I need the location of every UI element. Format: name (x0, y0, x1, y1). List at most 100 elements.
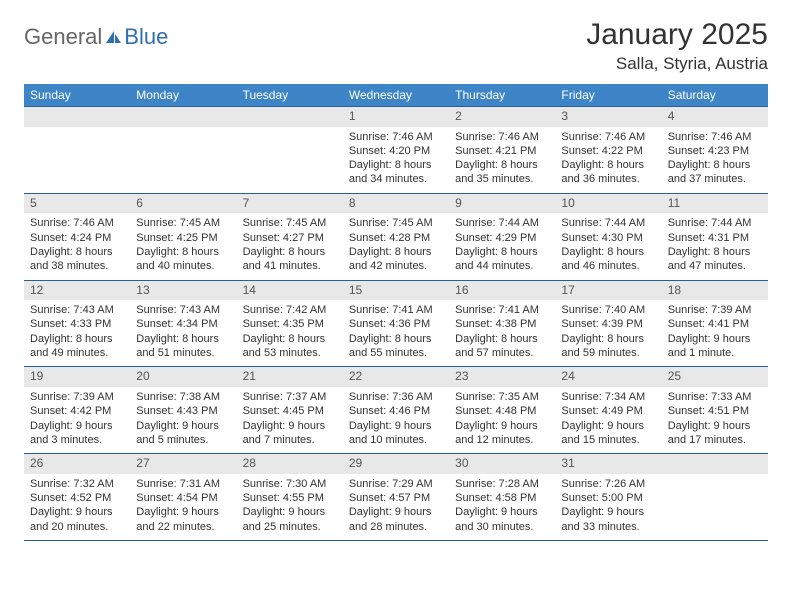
day-number: 31 (555, 454, 661, 474)
day-cell-2: 2Sunrise: 7:46 AMSunset: 4:21 PMDaylight… (449, 107, 555, 194)
day-body: Sunrise: 7:35 AMSunset: 4:48 PMDaylight:… (449, 387, 555, 453)
daylight-line: Daylight: 8 hours and 38 minutes. (30, 245, 124, 274)
sunset-line: Sunset: 4:21 PM (455, 144, 549, 158)
day-cell-24: 24Sunrise: 7:34 AMSunset: 4:49 PMDayligh… (555, 367, 661, 454)
sunrise-line: Sunrise: 7:40 AM (561, 303, 655, 317)
daylight-line: Daylight: 8 hours and 55 minutes. (349, 332, 443, 361)
sunrise-line: Sunrise: 7:31 AM (136, 477, 230, 491)
sunrise-line: Sunrise: 7:45 AM (136, 216, 230, 230)
page-header: General Blue January 2025 Salla, Styria,… (24, 18, 768, 74)
day-number: 10 (555, 194, 661, 214)
day-number: 27 (130, 454, 236, 474)
day-number: 28 (237, 454, 343, 474)
day-cell-28: 28Sunrise: 7:30 AMSunset: 4:55 PMDayligh… (237, 454, 343, 541)
daylight-line: Daylight: 8 hours and 47 minutes. (668, 245, 762, 274)
day-number: 20 (130, 367, 236, 387)
day-cell-12: 12Sunrise: 7:43 AMSunset: 4:33 PMDayligh… (24, 281, 130, 368)
sunrise-line: Sunrise: 7:44 AM (668, 216, 762, 230)
sunrise-line: Sunrise: 7:33 AM (668, 390, 762, 404)
day-cell-4: 4Sunrise: 7:46 AMSunset: 4:23 PMDaylight… (662, 107, 768, 194)
sunrise-line: Sunrise: 7:29 AM (349, 477, 443, 491)
month-title: January 2025 (586, 18, 768, 52)
sunrise-line: Sunrise: 7:28 AM (455, 477, 549, 491)
daylight-line: Daylight: 9 hours and 12 minutes. (455, 419, 549, 448)
sunrise-line: Sunrise: 7:34 AM (561, 390, 655, 404)
daylight-line: Daylight: 8 hours and 35 minutes. (455, 158, 549, 187)
day-cell-1: 1Sunrise: 7:46 AMSunset: 4:20 PMDaylight… (343, 107, 449, 194)
day-cell-17: 17Sunrise: 7:40 AMSunset: 4:39 PMDayligh… (555, 281, 661, 368)
daylight-line: Daylight: 9 hours and 1 minute. (668, 332, 762, 361)
day-body: Sunrise: 7:46 AMSunset: 4:20 PMDaylight:… (343, 127, 449, 193)
sunrise-line: Sunrise: 7:39 AM (30, 390, 124, 404)
sunset-line: Sunset: 4:27 PM (243, 231, 337, 245)
day-number: 22 (343, 367, 449, 387)
calendar-grid: SundayMondayTuesdayWednesdayThursdayFrid… (24, 84, 768, 541)
day-body: Sunrise: 7:41 AMSunset: 4:36 PMDaylight:… (343, 300, 449, 366)
sunrise-line: Sunrise: 7:35 AM (455, 390, 549, 404)
day-number: 16 (449, 281, 555, 301)
sunset-line: Sunset: 4:52 PM (30, 491, 124, 505)
day-body: Sunrise: 7:45 AMSunset: 4:25 PMDaylight:… (130, 213, 236, 279)
sunrise-line: Sunrise: 7:46 AM (455, 130, 549, 144)
day-number: 11 (662, 194, 768, 214)
day-body: Sunrise: 7:42 AMSunset: 4:35 PMDaylight:… (237, 300, 343, 366)
day-body: Sunrise: 7:44 AMSunset: 4:29 PMDaylight:… (449, 213, 555, 279)
sunset-line: Sunset: 4:24 PM (30, 231, 124, 245)
day-number: 6 (130, 194, 236, 214)
empty-cell (662, 454, 768, 541)
sunset-line: Sunset: 4:45 PM (243, 404, 337, 418)
day-body: Sunrise: 7:36 AMSunset: 4:46 PMDaylight:… (343, 387, 449, 453)
sunset-line: Sunset: 4:55 PM (243, 491, 337, 505)
daylight-line: Daylight: 8 hours and 53 minutes. (243, 332, 337, 361)
day-body: Sunrise: 7:46 AMSunset: 4:23 PMDaylight:… (662, 127, 768, 193)
sunset-line: Sunset: 4:33 PM (30, 317, 124, 331)
day-number: 25 (662, 367, 768, 387)
day-cell-21: 21Sunrise: 7:37 AMSunset: 4:45 PMDayligh… (237, 367, 343, 454)
day-number: 3 (555, 107, 661, 127)
day-cell-22: 22Sunrise: 7:36 AMSunset: 4:46 PMDayligh… (343, 367, 449, 454)
day-number: 4 (662, 107, 768, 127)
day-body: Sunrise: 7:45 AMSunset: 4:28 PMDaylight:… (343, 213, 449, 279)
daylight-line: Daylight: 8 hours and 51 minutes. (136, 332, 230, 361)
day-number: 14 (237, 281, 343, 301)
daylight-line: Daylight: 8 hours and 41 minutes. (243, 245, 337, 274)
sunset-line: Sunset: 4:31 PM (668, 231, 762, 245)
day-body: Sunrise: 7:43 AMSunset: 4:34 PMDaylight:… (130, 300, 236, 366)
sunrise-line: Sunrise: 7:46 AM (668, 130, 762, 144)
daylight-line: Daylight: 9 hours and 3 minutes. (30, 419, 124, 448)
title-block: January 2025 Salla, Styria, Austria (586, 18, 768, 74)
sunset-line: Sunset: 4:42 PM (30, 404, 124, 418)
sunrise-line: Sunrise: 7:46 AM (349, 130, 443, 144)
day-body: Sunrise: 7:46 AMSunset: 4:22 PMDaylight:… (555, 127, 661, 193)
day-body: Sunrise: 7:28 AMSunset: 4:58 PMDaylight:… (449, 474, 555, 540)
day-number: 17 (555, 281, 661, 301)
day-body: Sunrise: 7:31 AMSunset: 4:54 PMDaylight:… (130, 474, 236, 540)
logo-sail-icon (104, 30, 122, 44)
sunset-line: Sunset: 4:20 PM (349, 144, 443, 158)
day-cell-20: 20Sunrise: 7:38 AMSunset: 4:43 PMDayligh… (130, 367, 236, 454)
day-cell-9: 9Sunrise: 7:44 AMSunset: 4:29 PMDaylight… (449, 194, 555, 281)
day-cell-27: 27Sunrise: 7:31 AMSunset: 4:54 PMDayligh… (130, 454, 236, 541)
day-cell-3: 3Sunrise: 7:46 AMSunset: 4:22 PMDaylight… (555, 107, 661, 194)
day-cell-14: 14Sunrise: 7:42 AMSunset: 4:35 PMDayligh… (237, 281, 343, 368)
logo-word-general: General (24, 24, 102, 50)
day-number: 8 (343, 194, 449, 214)
day-body: Sunrise: 7:45 AMSunset: 4:27 PMDaylight:… (237, 213, 343, 279)
day-body: Sunrise: 7:38 AMSunset: 4:43 PMDaylight:… (130, 387, 236, 453)
daylight-line: Daylight: 9 hours and 7 minutes. (243, 419, 337, 448)
day-number: 30 (449, 454, 555, 474)
day-number: 1 (343, 107, 449, 127)
daylight-line: Daylight: 8 hours and 37 minutes. (668, 158, 762, 187)
day-body: Sunrise: 7:26 AMSunset: 5:00 PMDaylight:… (555, 474, 661, 540)
day-cell-25: 25Sunrise: 7:33 AMSunset: 4:51 PMDayligh… (662, 367, 768, 454)
location-text: Salla, Styria, Austria (586, 54, 768, 74)
sunset-line: Sunset: 4:39 PM (561, 317, 655, 331)
daylight-line: Daylight: 9 hours and 22 minutes. (136, 505, 230, 534)
weekday-header-wednesday: Wednesday (343, 84, 449, 107)
day-cell-18: 18Sunrise: 7:39 AMSunset: 4:41 PMDayligh… (662, 281, 768, 368)
empty-cell (130, 107, 236, 194)
day-number: 9 (449, 194, 555, 214)
day-body: Sunrise: 7:32 AMSunset: 4:52 PMDaylight:… (24, 474, 130, 540)
daylight-line: Daylight: 8 hours and 34 minutes. (349, 158, 443, 187)
weekday-header-monday: Monday (130, 84, 236, 107)
